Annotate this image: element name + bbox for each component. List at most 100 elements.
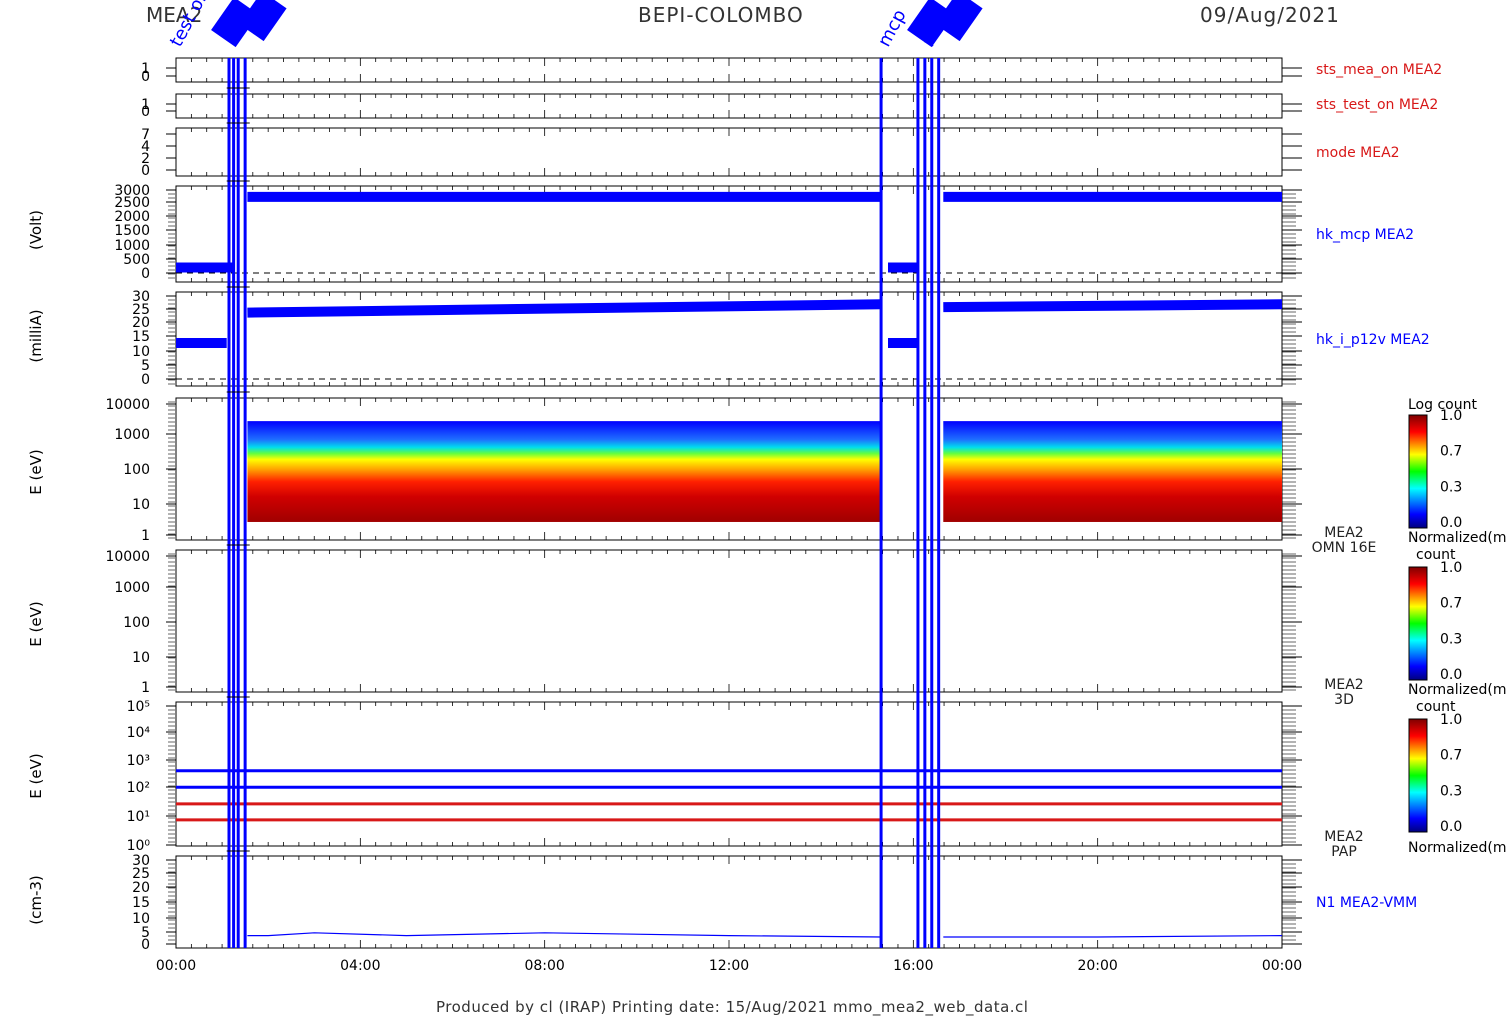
panel-name: OMN 16E — [1312, 540, 1377, 556]
colorbar-tick-label: 0.3 — [1440, 783, 1462, 799]
y-tick-label: 10² — [127, 780, 150, 796]
x-tick-label: 12:00 — [709, 958, 749, 974]
y-tick-label: 0 — [141, 937, 150, 953]
colorbar-tick-label: 0.0 — [1440, 515, 1462, 531]
x-tick-label: 00:00 — [1262, 958, 1302, 974]
panel-name: sts_mea_on MEA2 — [1316, 62, 1442, 78]
colorbar — [1408, 566, 1428, 681]
panel-name: sts_test_on MEA2 — [1316, 97, 1438, 113]
y-axis-label: E (eV) — [27, 753, 45, 798]
colorbar-tick-label: 1.0 — [1440, 560, 1462, 576]
colorbar-tick-label: 1.0 — [1440, 408, 1462, 424]
y-tick-label: 10⁰ — [127, 838, 151, 854]
header-mission: BEPI-COLOMBO — [638, 3, 804, 27]
y-tick-label: 1 — [141, 61, 150, 77]
panel-sts-mea-on-mea2: 10 — [141, 57, 1302, 85]
y-tick-label: 7 — [141, 127, 150, 143]
y-tick-label: 10 — [132, 344, 150, 360]
y-tick-label: 2000 — [114, 209, 150, 225]
panel-mea2-3d: 10000 1000 100 10 1 — [105, 549, 1302, 696]
y-tick-label: 10 — [132, 911, 150, 927]
y-axis-label: E (eV) — [27, 601, 45, 646]
y-tick-label: 0 — [141, 104, 150, 120]
colorbar — [1408, 414, 1428, 529]
y-axis-label: (cm-3) — [27, 875, 45, 925]
y-tick-label: 100 — [123, 615, 150, 631]
panel-name: MEA2 — [1324, 525, 1363, 541]
colorbar-title: Normalized(m — [1408, 530, 1507, 546]
y-axis-label: E (eV) — [27, 449, 45, 494]
x-tick-label: 00:00 — [156, 958, 196, 974]
panel-name: 3D — [1334, 692, 1354, 708]
panel-mea2-pap: 10⁵ 10⁴ 10³ 10² 10¹ 10⁰ — [127, 699, 1302, 854]
y-tick-label: 2 — [141, 151, 150, 167]
y-tick-label: 10⁴ — [127, 725, 151, 741]
y-tick-label: 25 — [132, 866, 150, 882]
y-tick-label: 1 — [141, 97, 150, 113]
y-tick-label: 500 — [123, 252, 150, 268]
colorbar-tick-label: 0.3 — [1440, 479, 1462, 495]
y-tick-label: 0 — [141, 266, 150, 282]
y-tick-label: 10 — [132, 497, 150, 513]
colorbar-title: count — [1416, 699, 1456, 715]
y-tick-label: 10⁵ — [127, 699, 150, 715]
series-line — [247, 299, 882, 318]
series-line — [943, 299, 1283, 313]
y-tick-label: 10000 — [105, 549, 150, 565]
colorbar-tick-label: 0.0 — [1440, 819, 1462, 835]
panel-sts-test-on-mea2: 10 — [141, 93, 1302, 120]
series-line — [943, 935, 1283, 938]
y-tick-label: 0 — [141, 372, 150, 388]
y-tick-label: 25 — [132, 302, 150, 318]
colorbar-tick-label: 0.7 — [1440, 748, 1462, 764]
x-tick-label: 04:00 — [340, 958, 380, 974]
y-tick-label: 3000 — [114, 183, 150, 199]
colorbar-tick-label: 0.0 — [1440, 667, 1462, 683]
colorbar-title: Normalized(m — [1408, 840, 1507, 856]
x-tick-label: 20:00 — [1077, 958, 1117, 974]
event-label: test on — [166, 0, 214, 50]
y-tick-label: 15 — [132, 329, 150, 345]
y-axis-label: (milliA) — [27, 309, 45, 362]
y-tick-label: 1500 — [114, 223, 150, 239]
y-tick-label: 20 — [132, 880, 150, 896]
y-tick-label: 1 — [141, 680, 150, 696]
colorbar-tick-label: 0.7 — [1440, 596, 1462, 612]
panel-name: hk_mcp MEA2 — [1316, 227, 1414, 243]
colorbar — [1408, 718, 1428, 833]
y-tick-label: 10¹ — [127, 809, 150, 825]
y-tick-label: 1000 — [114, 238, 150, 254]
panel-name: MEA2 — [1324, 677, 1363, 693]
y-tick-label: 10000 — [105, 397, 150, 413]
event-label-cluster — [907, 0, 955, 48]
y-tick-label: 10 — [132, 650, 150, 666]
y-tick-label: 5 — [141, 925, 150, 941]
y-tick-label: 20 — [132, 315, 150, 331]
colorbar-tick-label: 1.0 — [1440, 712, 1462, 728]
panel-name: PAP — [1331, 844, 1357, 860]
y-tick-label: 100 — [123, 462, 150, 478]
y-tick-label: 1000 — [114, 427, 150, 443]
panel-name: mode MEA2 — [1316, 145, 1400, 161]
y-tick-label: 1 — [141, 528, 150, 544]
event-label-cluster — [935, 0, 983, 42]
panel-mea2-omn-16e: 10000 1000 100 10 1 — [105, 397, 1302, 544]
y-tick-label: 15 — [132, 895, 150, 911]
panel-frame — [175, 701, 1283, 847]
colorbar-tick-label: 0.3 — [1440, 631, 1462, 647]
y-tick-label: 30 — [132, 853, 150, 869]
spectrogram-block — [247, 421, 882, 522]
y-tick-label: 4 — [141, 139, 150, 155]
event-label-cluster — [239, 0, 287, 42]
panel-name: MEA2 — [1324, 829, 1363, 845]
y-tick-label: 5 — [141, 358, 150, 374]
y-tick-label: 0 — [141, 69, 150, 85]
event-label: mcp — [874, 6, 911, 50]
colorbar-title: count — [1416, 547, 1456, 563]
spectrogram-block — [943, 421, 1282, 522]
y-tick-label: 0 — [141, 163, 150, 179]
